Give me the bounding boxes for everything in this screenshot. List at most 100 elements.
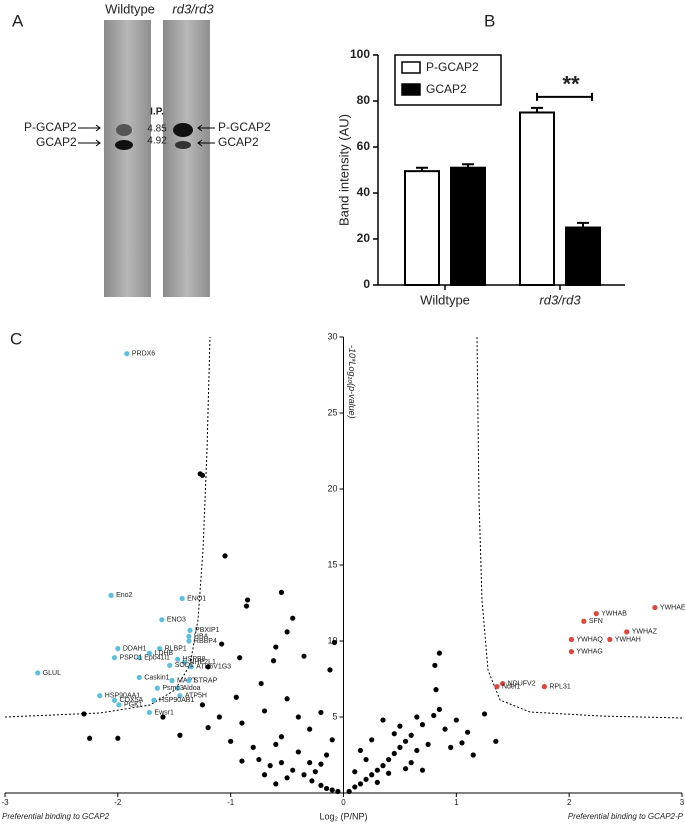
legend-swatch [401,61,421,74]
y-tick-label: 80 [357,93,371,107]
point [146,709,153,716]
point-label: YWHAQ [576,636,603,643]
point [408,760,414,766]
x-tick-label: Wildtype [420,292,470,307]
point [115,646,121,652]
point-label: HBA [194,633,209,640]
error-bar [577,221,589,228]
point [494,684,500,690]
band [116,124,132,136]
point [159,617,165,623]
point [318,709,324,716]
point-label: YWHAZ [632,629,658,636]
point [290,615,296,621]
point-label: DDAH1 [123,645,147,652]
point [199,472,206,478]
point [250,744,256,751]
point [357,747,364,754]
band [173,123,193,137]
y-tick-label: 25 [327,407,337,417]
point [419,767,426,773]
point [219,641,225,647]
point [270,658,277,664]
point [273,741,279,747]
point [301,772,307,778]
point-label: ENO1 [187,595,206,602]
point [243,603,250,609]
point [136,655,142,661]
point [363,756,369,763]
point [397,744,403,751]
ip-value: 4.85 [147,124,167,135]
point-label: HSP90AA1 [105,693,141,700]
note: Preferential binding to GCAP2 [2,812,110,821]
point-label: PRDX6 [132,351,155,358]
point [386,756,392,763]
point [301,653,307,659]
point [111,697,118,703]
point-label: LDHB [154,650,173,657]
panel-letter: B [484,11,495,30]
point [307,760,313,766]
point [432,662,438,668]
bar [519,111,555,286]
point [273,781,279,787]
point-label: Aldoa [183,685,201,692]
point [239,720,245,726]
point [177,693,183,699]
y-tick-label: 10 [327,635,337,645]
y-tick-label: 40 [357,185,371,199]
point [493,738,499,744]
point [414,747,420,754]
point-label: Ewsr1 [154,709,174,716]
x-tick-label: 2 [567,798,572,807]
point [624,629,630,635]
point [499,680,506,687]
point [312,769,318,775]
point [363,776,369,782]
point [261,708,268,714]
point-label: PBXIP1 [195,627,220,634]
point [568,649,575,655]
y-axis-label: -10*Log₁₀(p-value) [347,345,357,419]
point-label: ATP6V1G3 [196,664,231,671]
point-label: HSPB8 [183,656,206,663]
point [284,696,290,702]
point [436,650,443,656]
point [568,636,575,643]
point [167,662,173,668]
point [352,769,358,775]
point-label: RPL31 [549,683,571,690]
point-label: ATP5H [185,693,207,700]
point [397,723,403,729]
point [187,627,193,633]
point [186,633,192,640]
point [335,788,341,795]
point [205,725,211,731]
point [408,732,414,738]
point-label: RLBP1 [165,645,187,652]
point [177,732,183,738]
point [652,604,658,611]
point [436,706,443,713]
y-tick-label: 5 [332,711,337,721]
point [433,687,439,693]
point-label: NDUFV2 [508,680,536,687]
point [357,781,364,787]
point [295,714,301,720]
error-bar [462,163,474,168]
point [295,749,301,755]
point [146,650,153,656]
point [369,737,375,743]
x-tick-label: -3 [1,798,9,807]
point [323,785,330,792]
point [35,670,41,676]
point [386,770,392,776]
point [256,756,262,763]
point [318,761,324,767]
band-label: GCAP2 [36,135,77,149]
point [267,763,273,769]
point [391,731,397,737]
point [154,685,160,691]
